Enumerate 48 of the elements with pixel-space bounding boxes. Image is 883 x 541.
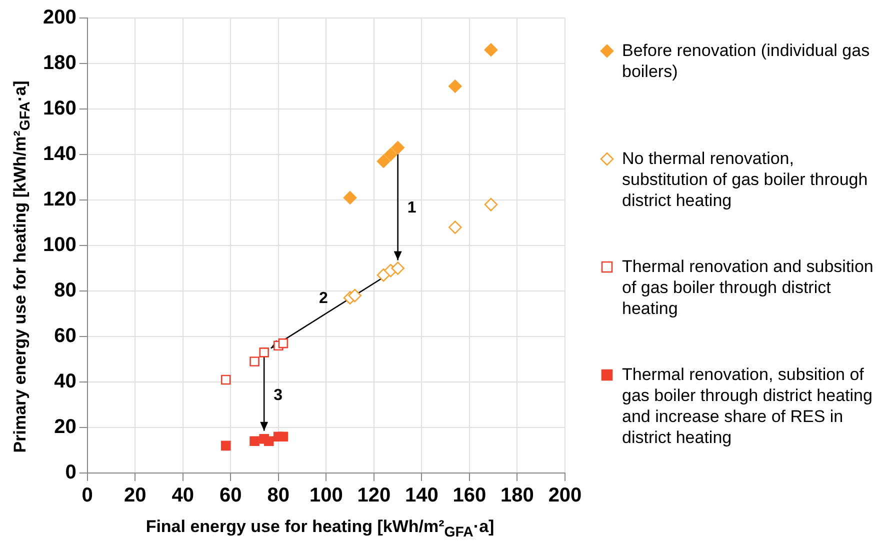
legend-label: Before renovation (individual gas boilers) — [622, 40, 871, 82]
y-tick-label: 40 — [54, 370, 76, 393]
y-tick-label: 100 — [42, 234, 76, 256]
x-tick-label: 140 — [405, 484, 438, 507]
point — [220, 440, 231, 451]
point — [250, 436, 260, 446]
point — [484, 43, 498, 56]
x-tick-label: 40 — [172, 484, 194, 507]
annotation: 1 — [407, 199, 416, 216]
point — [484, 198, 498, 212]
legend-label: No thermal renovation, substitution of gas boiler through district heating — [622, 148, 869, 211]
x-tick-label: 200 — [548, 484, 582, 507]
point — [278, 338, 288, 348]
y-tick-label: 160 — [42, 98, 76, 120]
x-tick-label: 20 — [124, 484, 146, 507]
x-tick-label: 100 — [309, 484, 343, 507]
point — [448, 220, 462, 234]
y-tick-label: 140 — [42, 143, 76, 166]
x-tick-label: 160 — [452, 484, 486, 507]
x-tick-label: 60 — [220, 484, 242, 507]
legend-label: Thermal renovation, subsition of gas boiler through district heating and increase share of RES in district heating — [622, 364, 874, 448]
annotation: 2 — [319, 290, 328, 307]
x-tick-label: 80 — [267, 484, 290, 507]
x-tick-label: 120 — [357, 484, 391, 507]
legend-label: Thermal renovation and subsition of gas boiler through district heating — [622, 256, 874, 319]
point — [376, 154, 390, 168]
point — [259, 348, 269, 358]
y-tick-label: 180 — [42, 52, 76, 74]
point — [384, 148, 398, 162]
point — [391, 141, 404, 154]
y-tick-label: 60 — [54, 325, 76, 348]
point — [391, 262, 404, 275]
x-tick-label: 0 — [82, 484, 93, 507]
point — [448, 80, 462, 93]
x-axis-title: Final energy use for heating [kWh/m²$_{GFA}$·a] — [144, 517, 496, 540]
y-tick-label: 120 — [42, 188, 76, 211]
point — [259, 434, 269, 444]
y-tick-label: 20 — [54, 416, 76, 438]
point — [250, 356, 260, 366]
y-tick-label: 0 — [65, 462, 76, 484]
point — [343, 191, 357, 204]
point — [278, 432, 288, 442]
x-tick-label: 180 — [500, 484, 534, 507]
point — [348, 288, 362, 302]
point — [220, 374, 231, 385]
annotation: 3 — [274, 387, 283, 404]
y-tick-label: 80 — [54, 280, 76, 302]
y-tick-label: 200 — [42, 6, 76, 29]
